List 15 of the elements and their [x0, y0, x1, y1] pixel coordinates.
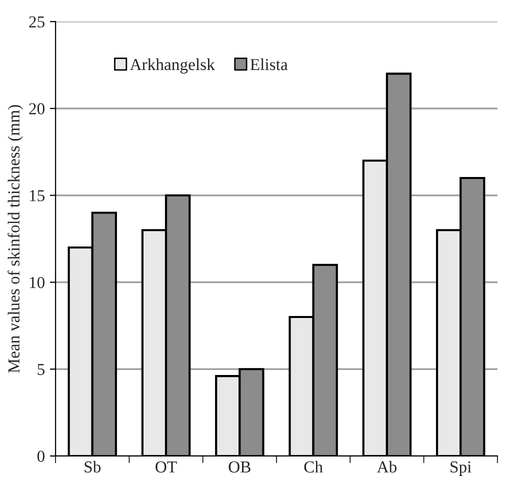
y-tick-label: 20: [29, 103, 44, 114]
y-tick-label: 25: [29, 16, 44, 28]
x-tick-label: Ab: [376, 460, 397, 473]
x-tick-label: OT: [156, 461, 177, 473]
x-tick-label: OB: [228, 461, 250, 473]
y-axis-title: Mean values of skinfold thickness (mm): [8, 105, 23, 373]
y-tick-label: 15: [30, 190, 44, 202]
x-tick-label: Spi: [450, 461, 472, 476]
legend-label: Elista: [250, 58, 288, 70]
y-tick-label: 10: [30, 276, 44, 288]
legend-label: Arkhangelsk: [130, 58, 215, 74]
y-tick-label: 0: [37, 450, 44, 462]
x-tick-label: Sb: [84, 460, 101, 473]
y-tick-label: 5: [38, 364, 44, 376]
x-tick-label: Ch: [304, 460, 323, 473]
